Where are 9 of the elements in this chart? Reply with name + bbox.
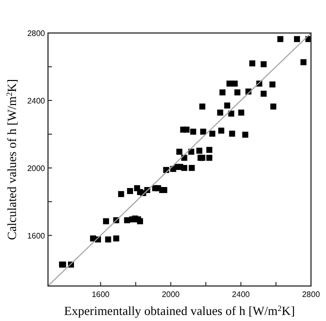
x-tick-label: 1600 <box>92 290 110 299</box>
x-tick-label: 2000 <box>162 290 180 299</box>
y-tick-label: 2800 <box>27 29 46 38</box>
x-axis-title: Experimentally obtained values of h [W/m$^{2}$K] <box>64 304 295 318</box>
x-tick-label: 2400 <box>232 290 250 299</box>
y-tick-label: 2400 <box>27 96 46 106</box>
x-tick-label: 2800 <box>302 290 320 299</box>
y-tick-label: 2000 <box>27 164 46 173</box>
y-tick-label: 1600 <box>27 231 46 240</box>
